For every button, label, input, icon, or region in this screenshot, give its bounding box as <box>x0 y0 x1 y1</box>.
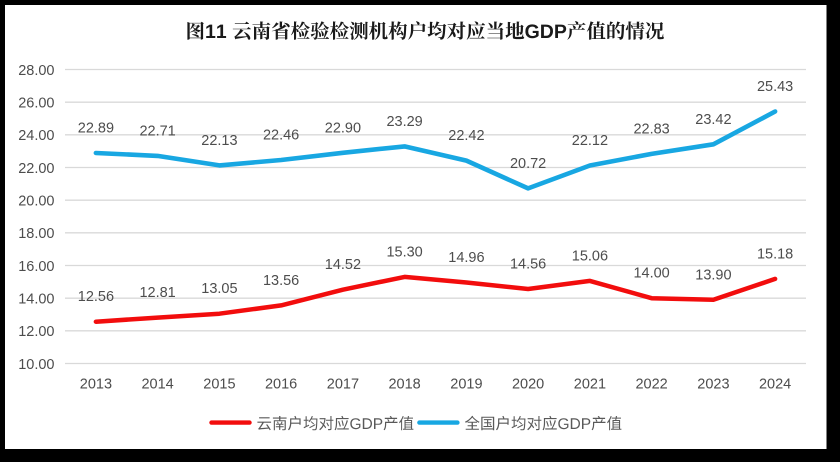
svg-text:14.56: 14.56 <box>510 257 546 273</box>
svg-text:22.89: 22.89 <box>78 121 114 137</box>
svg-text:22.12: 22.12 <box>572 133 608 149</box>
svg-text:13.56: 13.56 <box>263 273 299 289</box>
svg-text:22.13: 22.13 <box>201 133 237 149</box>
svg-text:16.00: 16.00 <box>18 259 54 275</box>
svg-text:22.46: 22.46 <box>263 128 299 144</box>
svg-text:10.00: 10.00 <box>18 357 54 373</box>
svg-text:15.30: 15.30 <box>386 244 422 260</box>
svg-text:2019: 2019 <box>450 377 482 393</box>
svg-text:23.29: 23.29 <box>386 114 422 130</box>
svg-text:2016: 2016 <box>265 377 297 393</box>
svg-text:2022: 2022 <box>635 377 667 393</box>
svg-text:13.05: 13.05 <box>201 281 237 297</box>
svg-text:22.83: 22.83 <box>633 121 669 137</box>
svg-text:22.42: 22.42 <box>448 128 484 144</box>
svg-text:26.00: 26.00 <box>18 96 54 112</box>
svg-text:2024: 2024 <box>759 377 791 393</box>
svg-text:22.90: 22.90 <box>325 120 361 136</box>
svg-text:13.90: 13.90 <box>695 267 731 283</box>
svg-text:14.00: 14.00 <box>633 266 669 282</box>
svg-text:22.71: 22.71 <box>139 123 175 139</box>
svg-text:14.52: 14.52 <box>325 257 361 273</box>
svg-text:15.06: 15.06 <box>572 248 608 264</box>
svg-text:2021: 2021 <box>574 377 606 393</box>
svg-text:2018: 2018 <box>388 377 420 393</box>
svg-text:23.42: 23.42 <box>695 112 731 128</box>
svg-text:22.00: 22.00 <box>18 161 54 177</box>
svg-text:18.00: 18.00 <box>18 226 54 242</box>
svg-text:25.43: 25.43 <box>757 79 793 95</box>
svg-text:24.00: 24.00 <box>18 128 54 144</box>
svg-text:12.81: 12.81 <box>139 285 175 301</box>
svg-text:28.00: 28.00 <box>18 63 54 79</box>
svg-text:2015: 2015 <box>203 377 235 393</box>
svg-text:20.72: 20.72 <box>510 156 546 172</box>
svg-text:14.96: 14.96 <box>448 250 484 266</box>
svg-text:12.00: 12.00 <box>18 324 54 340</box>
svg-text:20.00: 20.00 <box>18 194 54 210</box>
svg-text:2013: 2013 <box>80 377 112 393</box>
svg-text:12.56: 12.56 <box>78 289 114 305</box>
svg-text:14.00: 14.00 <box>18 292 54 308</box>
svg-text:2020: 2020 <box>512 377 544 393</box>
svg-text:2017: 2017 <box>327 377 359 393</box>
svg-text:2014: 2014 <box>141 377 173 393</box>
svg-text:15.18: 15.18 <box>757 246 793 262</box>
svg-text:2023: 2023 <box>697 377 729 393</box>
